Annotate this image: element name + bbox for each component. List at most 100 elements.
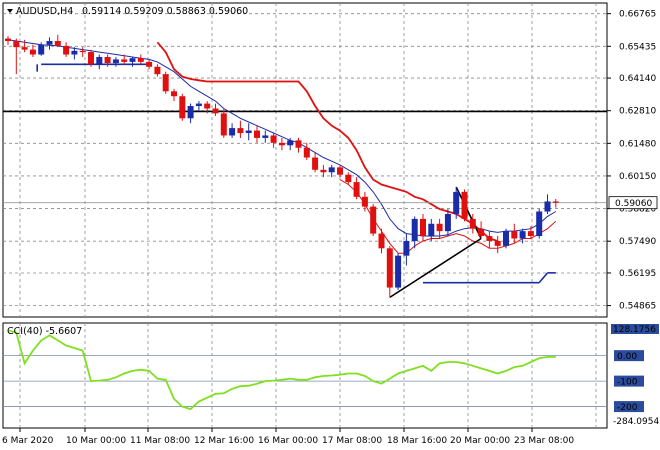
- candle-body: [278, 142, 285, 146]
- candle-body: [486, 236, 493, 241]
- candle-body: [328, 167, 335, 173]
- symbol-timeframe: AUDUSD,H4: [16, 6, 73, 17]
- candle-body: [229, 128, 236, 136]
- candle-body: [5, 38, 11, 42]
- candle-body: [461, 191, 468, 219]
- ohlc-values: 0.59114 0.59209 0.58863 0.59060: [82, 6, 248, 17]
- price-label: 0.57490: [619, 237, 656, 247]
- candle-body: [220, 113, 227, 136]
- candle-body: [436, 223, 443, 232]
- time-label: 23 Mar 08:00: [514, 436, 574, 446]
- candle-body: [353, 182, 360, 197]
- current-price-label: 0.59060: [615, 199, 652, 209]
- candle-body: [295, 140, 302, 148]
- candle-body: [13, 41, 20, 48]
- candle-body: [104, 56, 111, 64]
- candle-body: [386, 248, 393, 288]
- candle-body: [428, 223, 435, 237]
- candle-body: [162, 74, 169, 92]
- candle-body: [420, 218, 426, 237]
- candle-body: [312, 157, 319, 170]
- candle-body: [245, 130, 252, 134]
- candle-body: [370, 206, 377, 234]
- price-label: 0.60150: [619, 172, 656, 182]
- candle-body: [527, 231, 534, 237]
- candle-body: [303, 147, 310, 158]
- indicator-frame: [2, 322, 608, 429]
- candle-body: [345, 174, 352, 183]
- candle-body: [287, 140, 294, 146]
- candle-body: [511, 231, 518, 239]
- cci-level-badge: [614, 350, 644, 362]
- candle-body: [453, 191, 460, 214]
- cci-level-label: -200: [617, 403, 638, 413]
- candle-body: [270, 135, 277, 143]
- main-chart-frame: [2, 2, 608, 318]
- moving-average-line: [7, 39, 557, 237]
- time-label: 10 Mar 00:00: [66, 436, 126, 446]
- candle-body: [46, 41, 53, 45]
- candle-body: [552, 201, 559, 203]
- cci-line: [7, 329, 556, 411]
- price-label: 0.58820: [619, 205, 656, 215]
- cci-bottom-label: -284.0954: [613, 417, 659, 427]
- candle-body: [54, 41, 61, 46]
- cci-level-label: 0.00: [617, 352, 637, 362]
- current-price-badge: [608, 196, 658, 210]
- candle-body: [38, 44, 45, 55]
- candle-body: [63, 45, 70, 55]
- candle-body: [88, 52, 94, 65]
- candle-body: [262, 135, 269, 138]
- price-axis: 0.66765 0.65435 0.64140 0.62810 0.61480 0.601…: [607, 10, 658, 312]
- price-label: 0.62810: [619, 107, 656, 117]
- candle-body: [403, 240, 410, 256]
- time-label: 17 Mar 08:00: [322, 436, 382, 446]
- cci-layer: [7, 329, 556, 411]
- candle-body: [204, 103, 211, 109]
- candle-body: [96, 56, 103, 65]
- candle-body: [129, 58, 136, 62]
- candle-body: [503, 231, 509, 246]
- price-label: 0.66765: [619, 10, 656, 20]
- candle-body: [544, 201, 551, 212]
- price-label: 0.56195: [619, 269, 656, 279]
- candle-body: [71, 50, 78, 55]
- candle-body: [469, 218, 476, 229]
- cci-top-badge: [611, 324, 659, 334]
- candle-body: [179, 96, 186, 119]
- candle-body: [519, 231, 526, 239]
- candle-body: [21, 47, 28, 50]
- support-step: [538, 272, 549, 284]
- cci-top-label: 128.1756: [613, 325, 656, 335]
- candle-body: [337, 167, 343, 175]
- candle-body: [536, 211, 543, 237]
- candle-body: [361, 196, 368, 207]
- candle-body: [494, 240, 501, 246]
- candle-body: [112, 59, 119, 64]
- candle-body: [411, 218, 418, 241]
- candle-body: [478, 228, 485, 237]
- time-label: 12 Mar 16:00: [194, 436, 254, 446]
- trendline: [389, 237, 482, 299]
- cci-level-badge: [614, 375, 644, 387]
- candle-body: [121, 59, 128, 62]
- candle-body: [171, 91, 177, 97]
- dropdown-arrow-icon[interactable]: [7, 9, 13, 13]
- candles: [5, 34, 559, 298]
- envelope-upper-line: [156, 41, 498, 242]
- candle-body: [444, 213, 451, 232]
- candle-body: [154, 66, 161, 75]
- time-label: 11 Mar 08:00: [130, 436, 190, 446]
- cci-level-label: -100: [617, 378, 638, 388]
- time-axis: 6 Mar 2020 10 Mar 00:00 11 Mar 08:00 12 Mar…: [2, 428, 574, 446]
- zigzag-line: [455, 186, 482, 239]
- time-label: 18 Mar 16:00: [387, 436, 447, 446]
- candle-body: [187, 106, 194, 119]
- candle-body: [212, 108, 219, 114]
- candle-body: [378, 233, 385, 249]
- indicator-axis: 0.00 -100 -200 128.1756 -284.0954: [611, 324, 659, 427]
- time-label: 20 Mar 00:00: [450, 436, 510, 446]
- price-label: 0.54865: [619, 302, 656, 312]
- price-label: 0.64140: [619, 74, 656, 84]
